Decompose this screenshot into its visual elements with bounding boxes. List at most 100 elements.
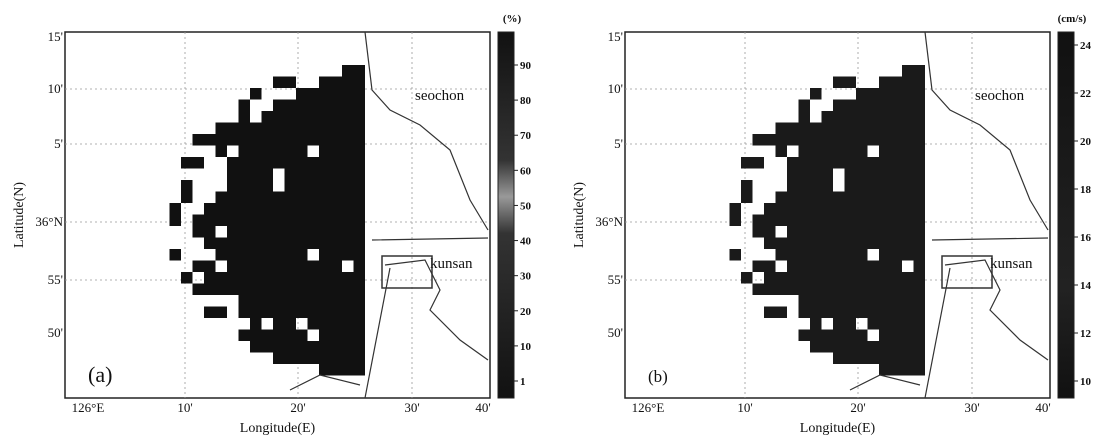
place-label: kunsan bbox=[990, 256, 1033, 272]
coverage-cell bbox=[833, 99, 845, 111]
coverage-cell bbox=[273, 203, 285, 215]
coverage-cell bbox=[787, 191, 799, 203]
coverage-cell bbox=[238, 214, 250, 226]
y-tick-label: 10' bbox=[608, 81, 623, 96]
x-tick-label: 20' bbox=[290, 400, 305, 415]
coverage-cell bbox=[810, 283, 822, 295]
coverage-cell bbox=[353, 145, 365, 157]
coverage-cell bbox=[764, 203, 776, 215]
coverage-cell bbox=[181, 157, 193, 169]
coverage-cell bbox=[913, 237, 925, 249]
coverage-cell bbox=[821, 203, 833, 215]
coverage-cell bbox=[913, 168, 925, 180]
coverage-cell bbox=[844, 203, 856, 215]
coverage-cell bbox=[215, 249, 227, 261]
coverage-cell bbox=[284, 214, 296, 226]
coverage-cell bbox=[250, 341, 262, 353]
coverage-cell bbox=[261, 237, 273, 249]
coverage-cell bbox=[798, 249, 810, 261]
coverage-cell bbox=[867, 111, 879, 123]
coverage-cell bbox=[261, 249, 273, 261]
coverage-cell bbox=[284, 260, 296, 272]
coverage-cell bbox=[250, 226, 262, 238]
coverage-cell bbox=[787, 272, 799, 284]
coverage-cell bbox=[342, 76, 354, 88]
coverage-cell bbox=[330, 203, 342, 215]
coverage-cell bbox=[844, 76, 856, 88]
coverage-cell bbox=[902, 341, 914, 353]
coverage-cell bbox=[330, 168, 342, 180]
coverage-cell bbox=[215, 237, 227, 249]
coverage-cell bbox=[250, 329, 262, 341]
coverage-cell bbox=[879, 122, 891, 134]
coverage-cell bbox=[821, 191, 833, 203]
coverage-cell bbox=[856, 168, 868, 180]
coverage-cell bbox=[192, 226, 204, 238]
colorbar-tick-label: 18 bbox=[1080, 184, 1092, 196]
coverage-cell bbox=[810, 318, 822, 330]
coverage-cell bbox=[238, 134, 250, 146]
coverage-cell bbox=[879, 145, 891, 157]
coverage-cell bbox=[856, 134, 868, 146]
coverage-cell bbox=[810, 203, 822, 215]
colorbar-tick-label: 60 bbox=[520, 165, 532, 177]
coverage-cell bbox=[296, 249, 308, 261]
coverage-cell bbox=[798, 134, 810, 146]
coverage-cell bbox=[833, 214, 845, 226]
coverage-cell bbox=[844, 157, 856, 169]
coverage-cell bbox=[330, 272, 342, 284]
coverage-cell bbox=[890, 99, 902, 111]
coverage-cell bbox=[204, 214, 216, 226]
coverage-cell bbox=[833, 226, 845, 238]
coverage-cell bbox=[284, 168, 296, 180]
coverage-cell bbox=[296, 295, 308, 307]
coverage-cell bbox=[856, 306, 868, 318]
coverage-cell bbox=[261, 134, 273, 146]
colorbar-tick-label: 90 bbox=[520, 60, 532, 72]
y-tick-label: 5' bbox=[54, 136, 63, 151]
coverage-cell bbox=[810, 168, 822, 180]
colorbar-tick-label: 30 bbox=[520, 271, 532, 283]
coverage-cell bbox=[879, 76, 891, 88]
place-label: kunsan bbox=[430, 256, 473, 272]
coverage-cell bbox=[913, 272, 925, 284]
coverage-cell bbox=[284, 341, 296, 353]
coverage-cell bbox=[844, 237, 856, 249]
coverage-cell bbox=[319, 111, 331, 123]
coverage-cell bbox=[204, 260, 216, 272]
coverage-cell bbox=[353, 168, 365, 180]
x-tick-label: 10' bbox=[177, 400, 192, 415]
coverage-cell bbox=[227, 157, 239, 169]
coverage-cell bbox=[879, 191, 891, 203]
coverage-cell bbox=[284, 295, 296, 307]
coverage-cell bbox=[342, 134, 354, 146]
coverage-cell bbox=[342, 237, 354, 249]
coverage-cell bbox=[764, 272, 776, 284]
y-tick-label: 55' bbox=[48, 272, 63, 287]
coverage-cell bbox=[787, 214, 799, 226]
coverage-cell bbox=[215, 191, 227, 203]
coverage-cell bbox=[741, 157, 753, 169]
coverage-cell bbox=[319, 283, 331, 295]
coverage-cell bbox=[890, 122, 902, 134]
coverage-cell bbox=[913, 306, 925, 318]
coverage-cell bbox=[833, 272, 845, 284]
coverage-cell bbox=[833, 329, 845, 341]
coverage-cell bbox=[261, 341, 273, 353]
coverage-cell bbox=[319, 226, 331, 238]
coverage-cell bbox=[821, 214, 833, 226]
coverage-cell bbox=[856, 214, 868, 226]
coverage-cell bbox=[856, 180, 868, 192]
coverage-cell bbox=[844, 329, 856, 341]
coverage-cell bbox=[342, 122, 354, 134]
coverage-cell bbox=[319, 237, 331, 249]
coverage-cell bbox=[273, 191, 285, 203]
coverage-cell bbox=[238, 295, 250, 307]
coverage-cell bbox=[833, 122, 845, 134]
coverage-cell bbox=[250, 249, 262, 261]
coverage-cell bbox=[250, 134, 262, 146]
coverage-cell bbox=[261, 226, 273, 238]
coverage-cell bbox=[902, 76, 914, 88]
coverage-cell bbox=[902, 168, 914, 180]
coverage-cell bbox=[890, 364, 902, 376]
